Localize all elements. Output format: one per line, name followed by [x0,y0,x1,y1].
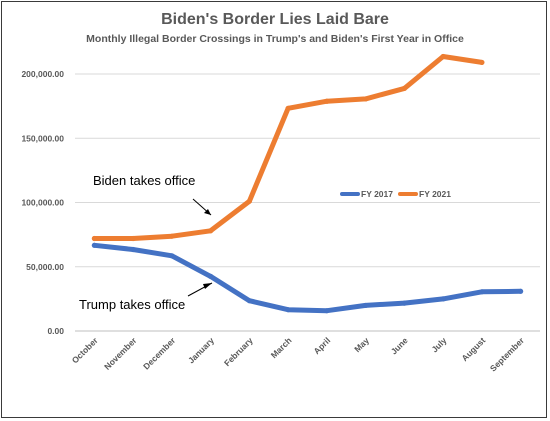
data-point [285,105,291,111]
legend: FY 2017 FY 2021 [340,189,451,199]
x-tick-label: April [312,335,333,356]
x-tick-label: January [186,335,216,365]
data-point [285,307,291,313]
legend-label: FY 2017 [361,189,393,199]
x-tick-label: October [70,335,101,366]
data-point [169,233,175,239]
x-tick-label: September [488,335,527,374]
annotation-trump-arrowhead [203,283,212,289]
data-point [130,246,136,253]
y-tick-label: 200,000.00 [21,69,64,79]
data-point [169,253,175,259]
data-point [363,96,369,102]
legend-label: FY 2021 [419,189,451,199]
data-point [440,296,446,302]
data-point [246,298,252,304]
x-tick-label: February [222,335,255,368]
data-point [479,59,485,66]
data-point [208,228,214,234]
series-line-fy-2017 [91,242,524,314]
annotation-trump: Trump takes office [79,297,185,312]
data-point [440,53,446,60]
data-point [91,235,97,242]
data-point [324,98,330,104]
x-tick-label: November [102,335,139,372]
series-lines [91,53,524,314]
series-line-fy-2021 [91,54,485,241]
y-tick-label: 150,000.00 [21,133,64,143]
x-axis-ticks: October November December January February Ma… [70,335,527,374]
data-point [479,289,485,295]
data-point [363,302,369,309]
chart-title: Biden's Border Lies Laid Bare [161,11,389,28]
x-tick-label: March [269,335,294,360]
grid-lines [75,73,540,332]
y-axis-ticks: 0.00 50,000.00 100,000.00 150,000.00 200,000… [21,69,64,336]
y-tick-label: 0.00 [47,326,64,336]
y-tick-label: 100,000.00 [21,198,64,208]
data-point [130,235,136,242]
annotation-biden: Biden takes office [93,173,195,188]
annotation-biden-arrowhead [204,209,211,215]
data-point [401,85,407,91]
x-tick-label: July [429,335,448,354]
data-point [208,273,214,279]
x-tick-label: June [389,335,410,356]
data-point [246,198,252,204]
data-point [91,242,97,248]
x-tick-label: December [141,335,178,372]
chart-subtitle: Monthly Illegal Border Crossings in Trum… [86,33,464,45]
data-point [324,308,330,314]
data-point [401,300,407,306]
data-point [518,288,524,294]
y-tick-label: 50,000.00 [26,262,64,272]
x-tick-label: August [460,335,488,363]
x-tick-label: May [352,335,371,354]
